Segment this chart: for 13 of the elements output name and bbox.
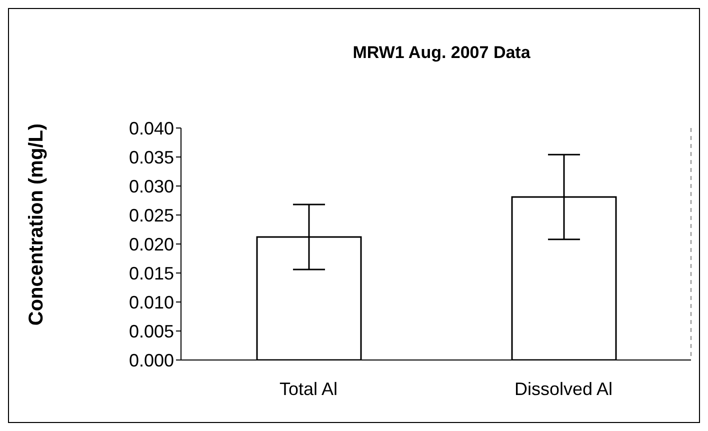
chart-title: MRW1 Aug. 2007 Data	[352, 43, 532, 63]
x-tick-label: Dissolved Al	[514, 378, 613, 399]
y-tick-label: 0.010	[128, 292, 174, 312]
y-tick-label: 0.040	[128, 118, 174, 138]
y-tick-label: 0.020	[128, 234, 174, 254]
y-tick-label: 0.030	[128, 176, 174, 196]
y-tick-label: 0.000	[128, 350, 174, 370]
x-tick-label: Total Al	[279, 378, 338, 399]
y-axis-title: Concentration (mg/L)	[26, 122, 48, 326]
y-tick-label: 0.025	[128, 205, 174, 226]
y-tick-label: 0.015	[128, 263, 174, 284]
y-tick-label: 0.035	[128, 147, 174, 168]
y-tick-label: 0.005	[128, 321, 174, 342]
